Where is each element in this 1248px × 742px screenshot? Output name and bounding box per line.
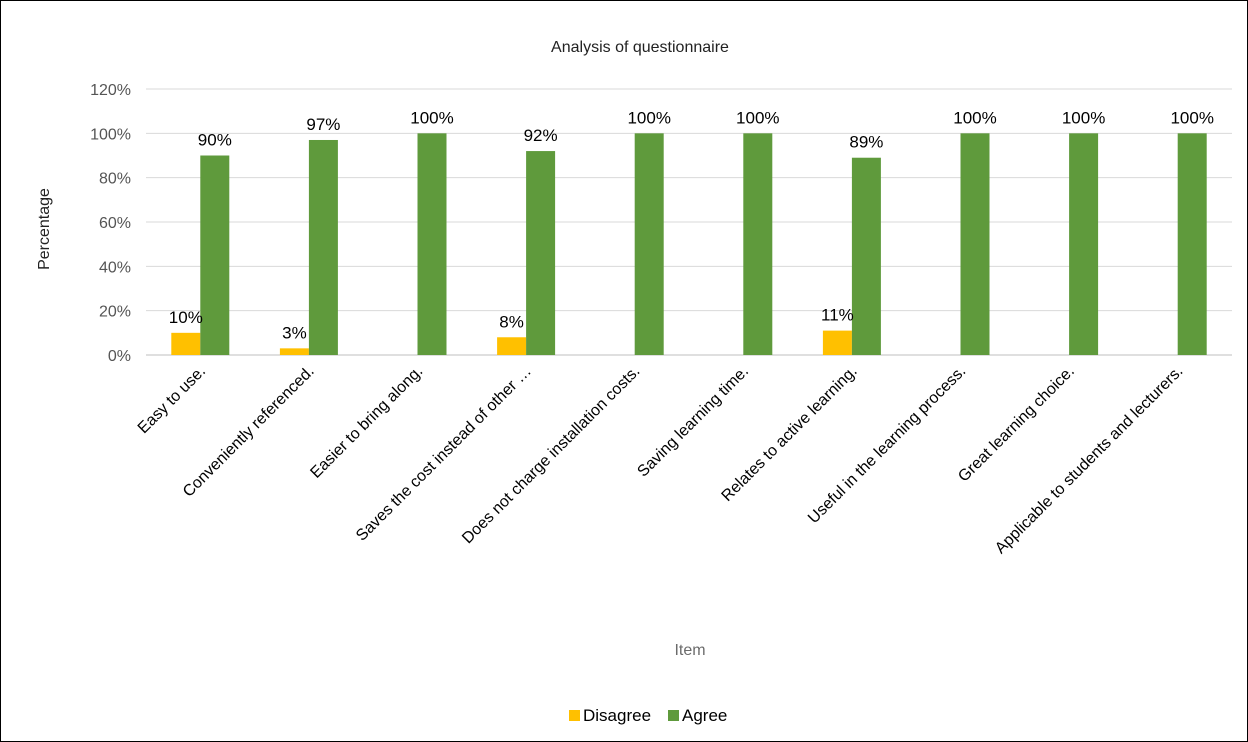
data-label-agree: 100% bbox=[1062, 108, 1105, 127]
data-label-agree: 100% bbox=[1170, 108, 1213, 127]
data-label-agree: 100% bbox=[736, 108, 779, 127]
y-tick-label: 0% bbox=[108, 348, 131, 365]
data-label-disagree: 11% bbox=[821, 306, 854, 325]
x-category-label: Easy to use. bbox=[135, 363, 209, 437]
data-label-agree: 90% bbox=[198, 131, 232, 150]
data-label-agree: 100% bbox=[953, 108, 996, 127]
y-tick-label: 20% bbox=[99, 304, 131, 321]
x-category-label: Saves the cost instead of other … bbox=[353, 363, 535, 545]
bar-agree bbox=[308, 139, 338, 355]
data-label-disagree: 10% bbox=[169, 308, 203, 327]
y-tick-label: 120% bbox=[90, 82, 131, 99]
bar-agree bbox=[634, 133, 664, 355]
y-axis-ticks: 0% 20% 40% 60% 80% 100% 120% bbox=[90, 82, 131, 365]
x-axis-title: Item bbox=[674, 642, 705, 659]
bar-agree bbox=[1177, 133, 1207, 355]
y-tick-label: 60% bbox=[99, 215, 131, 232]
bar-agree bbox=[960, 133, 990, 355]
x-category-label: Applicable to students and lecturers. bbox=[992, 363, 1186, 557]
data-label-agree: 89% bbox=[849, 133, 883, 152]
legend: Disagree Agree bbox=[569, 706, 727, 725]
data-label-agree: 100% bbox=[627, 108, 670, 127]
x-axis-categories: Easy to use.Conveniently referenced.Easi… bbox=[135, 363, 1187, 557]
y-tick-label: 40% bbox=[99, 259, 131, 276]
bar-agree bbox=[1069, 133, 1099, 355]
x-category-label: Does not charge installation costs. bbox=[459, 363, 643, 547]
y-tick-label: 80% bbox=[99, 171, 131, 188]
chart-title: Analysis of questionnaire bbox=[551, 39, 729, 56]
bar-disagree bbox=[171, 332, 201, 355]
bar-agree bbox=[743, 133, 773, 355]
y-axis-title: Percentage bbox=[36, 188, 53, 270]
legend-label-disagree: Disagree bbox=[583, 706, 651, 725]
bar-disagree bbox=[822, 330, 852, 355]
legend-swatch-disagree bbox=[569, 710, 580, 721]
data-label-agree: 92% bbox=[524, 126, 558, 145]
data-label-agree: 97% bbox=[306, 115, 340, 134]
x-category-label: Conveniently referenced. bbox=[180, 363, 318, 501]
legend-label-agree: Agree bbox=[682, 706, 727, 725]
bar-disagree bbox=[497, 337, 527, 355]
data-labels: 10% 90% 3% 97% 100% 8% 92% 100% 100% 11% 89% 100% 10… bbox=[169, 108, 1214, 342]
bar-disagree bbox=[279, 348, 309, 355]
bar-agree bbox=[851, 157, 881, 355]
bars bbox=[171, 133, 1207, 355]
x-category-label: Great learning choice. bbox=[955, 363, 1078, 486]
data-label-disagree: 3% bbox=[282, 323, 307, 342]
x-category-label: Easier to bring along. bbox=[307, 363, 426, 482]
bar-agree bbox=[526, 151, 556, 355]
data-label-agree: 100% bbox=[410, 108, 453, 127]
data-label-disagree: 8% bbox=[499, 312, 524, 331]
x-category-label: Saving learning time. bbox=[634, 363, 752, 481]
bar-agree bbox=[200, 155, 230, 355]
bar-agree bbox=[417, 133, 447, 355]
legend-swatch-agree bbox=[668, 710, 679, 721]
y-tick-label: 100% bbox=[90, 126, 131, 143]
